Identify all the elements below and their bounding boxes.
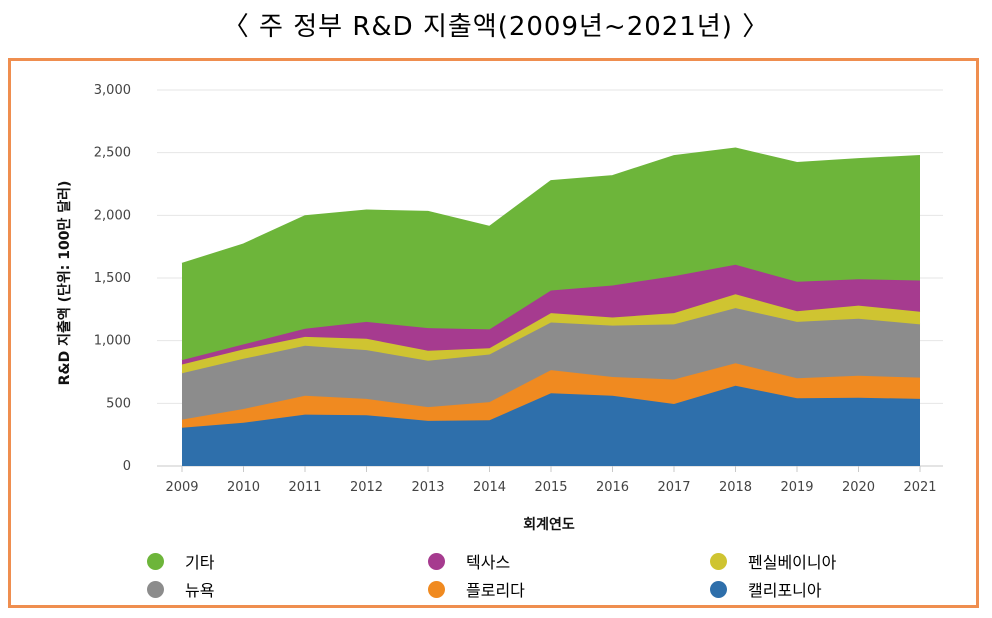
x-tick-label: 2011 (288, 480, 321, 495)
legend-label: 플로리다 (466, 581, 525, 600)
legend-label: 캘리포니아 (748, 581, 822, 600)
legend-swatch (710, 580, 727, 598)
chart-frame: 0 500 1,000 1,500 2,000 2,500 3,000 2009 2010 201… (8, 58, 979, 608)
area-series-line (181, 147, 921, 265)
x-tick-label: 2019 (780, 480, 813, 495)
x-tick-label: 2009 (165, 480, 198, 495)
y-tick-label: 3,000 (94, 83, 131, 98)
legend-swatch (710, 552, 727, 570)
legend-label: 기타 (185, 553, 215, 572)
y-tick-label: 0 (123, 459, 131, 474)
page-title: 〈 주 정부 R&D 지출액(2009년~2021년) 〉 (222, 12, 770, 42)
y-tick-label: 2,500 (94, 146, 131, 161)
x-tick-label: 2010 (227, 480, 260, 495)
legend-label: 펜실베이니아 (748, 553, 837, 572)
legend-label: 텍사스 (466, 553, 511, 572)
legend-item: 캘리포니아 (710, 577, 822, 601)
x-axis-title: 회계연도 (523, 517, 575, 533)
legend-item: 텍사스 (428, 549, 510, 573)
x-tick-label: 2017 (657, 480, 690, 495)
area-series (182, 363, 920, 428)
y-tick-label: 1,500 (94, 271, 131, 286)
area-series (182, 264, 920, 365)
y-tick-label: 1,000 (94, 334, 131, 349)
legend-item: 뉴욕 (147, 577, 214, 601)
y-axis-title: R&D 지출액 (단위: 100만 달러) (56, 181, 73, 386)
legend-item: 플로리다 (428, 577, 525, 601)
legend-label: 뉴욕 (185, 581, 215, 600)
legend-item: 펜실베이니아 (710, 549, 836, 573)
x-tick-label: 2014 (473, 480, 506, 495)
area-series (182, 385, 920, 466)
legend-swatch (147, 580, 164, 598)
y-tick-label: 2,000 (94, 208, 131, 223)
x-tick-label: 2015 (534, 480, 567, 495)
area-chart: 0 500 1,000 1,500 2,000 2,500 3,000 2009 2010 201… (56, 83, 943, 533)
legend-item: 기타 (147, 549, 214, 573)
x-tick-label: 2018 (719, 480, 752, 495)
x-tick-label: 2020 (842, 480, 875, 495)
y-tick-label: 500 (106, 396, 131, 411)
x-tick-label: 2012 (350, 480, 383, 495)
x-tick-label: 2021 (903, 480, 936, 495)
legend-swatch (428, 580, 445, 598)
x-tick-label: 2013 (411, 480, 444, 495)
axes: 0 500 1,000 1,500 2,000 2,500 3,000 2009 2010 201… (94, 83, 937, 495)
x-tick-label: 2016 (596, 480, 629, 495)
legend-swatch (147, 552, 164, 570)
area-series (182, 148, 920, 361)
area-series (182, 308, 920, 420)
areas (181, 147, 921, 466)
legend-swatch (428, 552, 445, 570)
